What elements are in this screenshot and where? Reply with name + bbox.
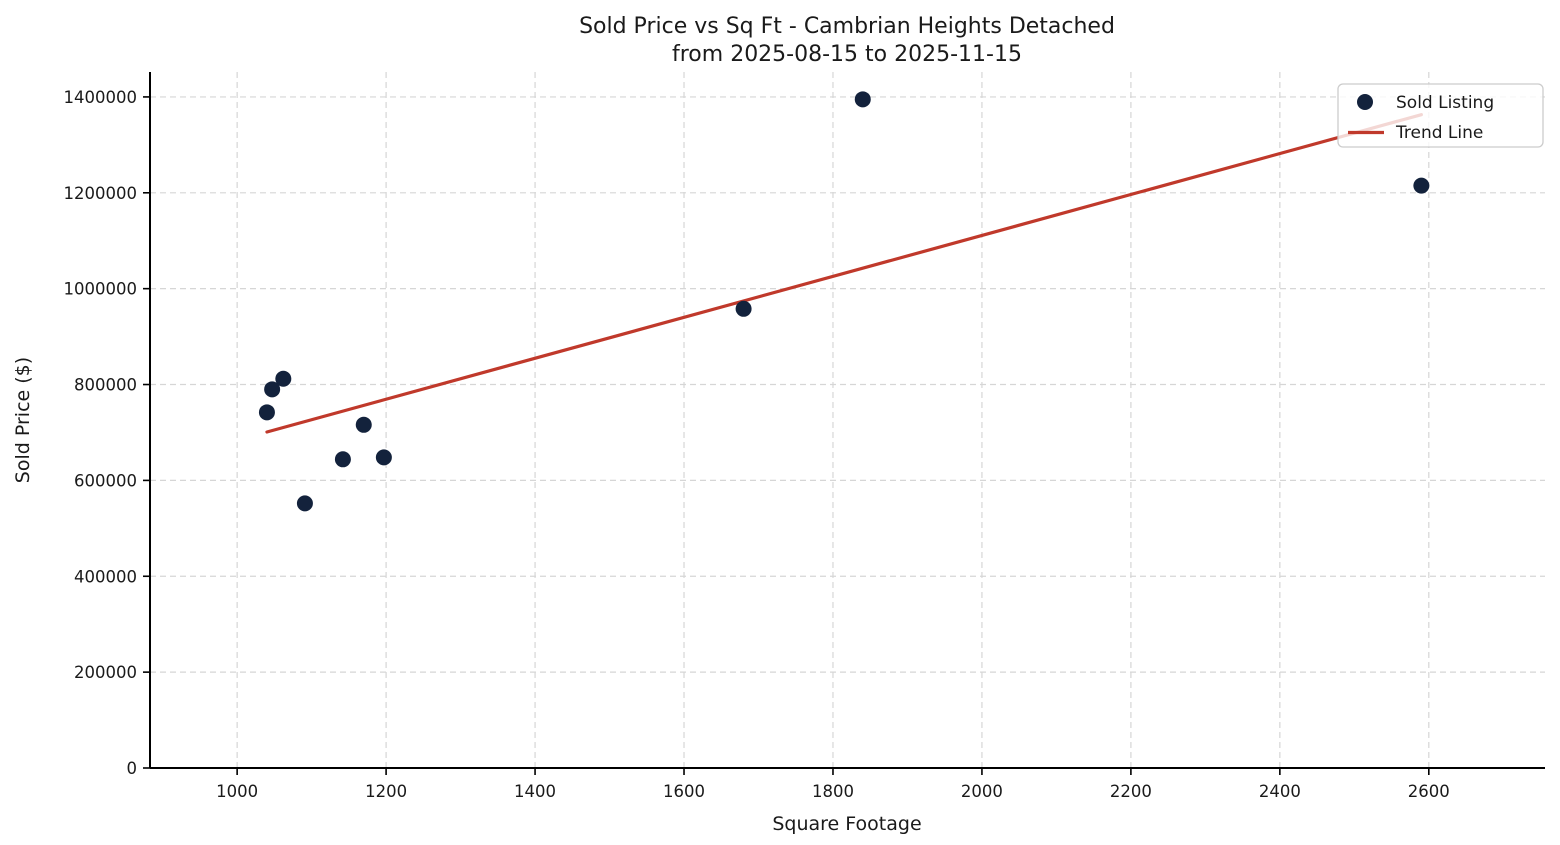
y-tick-label: 400000 [74, 567, 137, 586]
chart-title: Sold Price vs Sq Ft - Cambrian Heights D… [579, 14, 1115, 39]
data-point [334, 451, 351, 468]
y-tick-label: 800000 [74, 376, 137, 395]
y-tick-label: 1200000 [64, 184, 138, 203]
y-axis-label: Sold Price ($) [12, 357, 34, 483]
x-tick-label: 1000 [216, 782, 258, 801]
x-axis-label: Square Footage [772, 813, 921, 835]
data-point [296, 495, 313, 512]
y-tick-label: 0 [127, 759, 138, 778]
axes [143, 72, 1545, 775]
data-point [264, 381, 281, 398]
x-tick-label: 1800 [812, 782, 854, 801]
trend-line [265, 113, 1423, 434]
x-tick-label: 1200 [365, 782, 407, 801]
data-point [275, 370, 292, 387]
data-point [258, 404, 275, 421]
y-tick-label: 200000 [74, 663, 137, 682]
series [258, 91, 1430, 512]
data-point [854, 91, 871, 108]
x-tick-label: 2600 [1408, 782, 1450, 801]
chart-subtitle: from 2025-08-15 to 2025-11-15 [672, 42, 1022, 67]
y-tick-label: 600000 [74, 471, 137, 490]
legend: Sold Listing Trend Line [1337, 83, 1544, 148]
y-tick-label: 1000000 [64, 280, 138, 299]
legend-marker-sold-listing [1357, 94, 1373, 110]
tick-labels: 1000 1200 1400 1600 1800 2000 2200 2400 2600 0 200… [64, 88, 1450, 801]
legend-frame [1337, 83, 1544, 148]
x-tick-label: 2200 [1110, 782, 1152, 801]
legend-label-trend-line: Trend Line [1395, 123, 1483, 143]
y-tick-label: 1400000 [64, 88, 138, 107]
x-tick-label: 2400 [1259, 782, 1301, 801]
data-point [355, 416, 372, 433]
x-tick-label: 1600 [663, 782, 705, 801]
data-point [1413, 177, 1430, 194]
data-point [375, 449, 392, 466]
x-tick-label: 2000 [961, 782, 1003, 801]
legend-label-sold-listing: Sold Listing [1396, 93, 1494, 113]
x-tick-label: 1400 [514, 782, 556, 801]
data-point [735, 300, 752, 317]
